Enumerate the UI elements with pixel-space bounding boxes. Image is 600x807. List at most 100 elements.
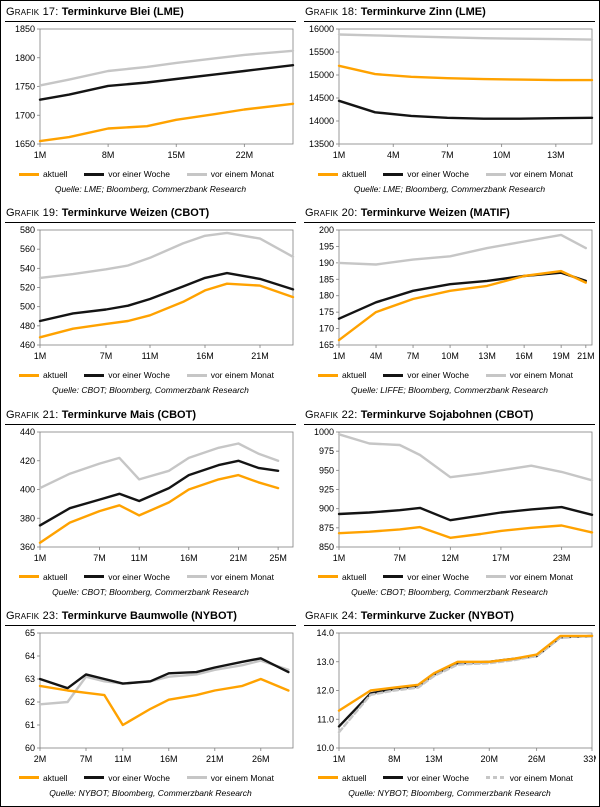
y-tick-label: 190 — [319, 258, 334, 268]
y-tick-label: 875 — [319, 522, 334, 532]
chart-legend: aktuell vor einer Woche vor einem Monat — [304, 772, 595, 784]
series-aktuell-line — [337, 523, 594, 539]
legend-swatch-month — [186, 172, 207, 176]
y-tick-label: 950 — [319, 465, 334, 475]
legend-label-week: vor einer Woche — [407, 169, 469, 179]
chart-title-prefix: Grafik 18: — [305, 6, 361, 18]
chart-title: Terminkurve Zinn (LME) — [360, 6, 486, 18]
legend-item-aktuell: aktuell — [318, 370, 367, 380]
y-tick-label: 63 — [25, 674, 35, 684]
legend-item-aktuell: aktuell — [318, 169, 367, 179]
chart-title: Terminkurve Weizen (MATIF) — [360, 207, 510, 220]
chart-source: Quelle: LME; Bloomberg, Commerzbank Rese… — [353, 184, 546, 194]
y-tick-label: 15000 — [309, 70, 334, 80]
y-tick-label: 440 — [20, 428, 35, 437]
chart-title-row: Grafik 22: Terminkurve Sojabohnen (CBOT) — [304, 409, 595, 425]
chart-source: Quelle: LME; Bloomberg, Commerzbank Rese… — [54, 184, 247, 194]
plot-border — [39, 632, 294, 749]
y-tick-label: 195 — [319, 242, 334, 252]
x-tick-label: 21M — [230, 553, 248, 563]
legend-swatch-week — [84, 373, 105, 377]
y-tick-label: 380 — [20, 513, 35, 523]
series-week-line — [38, 459, 280, 527]
x-tick-label: 1M — [333, 150, 346, 160]
chart-title-prefix: Grafik 19: — [6, 207, 62, 220]
legend-label-week: vor einer Woche — [108, 772, 170, 783]
x-tick-label: 1M — [34, 351, 47, 361]
x-tick-label: 13M — [547, 150, 565, 160]
legend-item-week: vor einer Woche — [84, 169, 170, 179]
legend-swatch-aktuell — [318, 776, 338, 780]
chart-plot-area: 460 480 500 520 540 560 580 1M 7M 11M 16M 21M — [5, 226, 296, 368]
y-tick-label: 850 — [319, 542, 334, 552]
y-tick-label: 175 — [319, 307, 334, 317]
chart-svg: 360 380 400 420 440 1M 7M 11M 16M 21M 25M — [20, 428, 294, 563]
legend-label-aktuell: aktuell — [342, 370, 367, 381]
legend-swatch-week — [383, 776, 404, 780]
chart-legend: aktuell vor einer Woche vor einem Monat — [5, 571, 296, 583]
y-tick-label: 65 — [25, 629, 35, 638]
chart-panel: Grafik 18: Terminkurve Zinn (LME) 13500 1… — [300, 1, 599, 202]
legend-item-month: vor einem Monat — [485, 169, 573, 179]
y-tick-label: 14500 — [309, 93, 334, 103]
x-tick-label: 13M — [425, 754, 443, 764]
legend-item-aktuell: aktuell — [318, 773, 367, 783]
chart-source: Quelle: NYBOT; Bloomberg, Commerzbank Re… — [49, 787, 252, 798]
chart-source: Quelle: CBOT; Bloomberg, Commerzbank Res… — [52, 586, 249, 597]
y-tick-label: 560 — [20, 244, 35, 254]
legend-label-month: vor einem Monat — [509, 772, 573, 783]
y-tick-label: 1700 — [15, 110, 35, 120]
x-tick-label: 10M — [441, 351, 459, 361]
x-tick-label: 11M — [114, 754, 131, 764]
y-tick-label: 60 — [25, 743, 35, 753]
x-tick-label: 1M — [34, 553, 47, 563]
legend-swatch-week — [84, 575, 105, 578]
series-month-line — [337, 33, 594, 41]
legend-item-month: vor einem Monat — [186, 370, 274, 380]
x-tick-label: 16M — [160, 754, 178, 764]
legend-swatch-aktuell — [318, 373, 338, 377]
series-month-line — [38, 231, 295, 280]
y-tick-label: 13.0 — [316, 657, 334, 667]
legend-label-week: vor einer Woche — [407, 772, 469, 783]
y-tick-label: 1800 — [15, 53, 35, 63]
chart-svg: 850 875 900 925 950 975 1000 1M 7M 12M 17M 23M — [314, 428, 594, 563]
x-tick-label: 15M — [167, 150, 185, 160]
legend-item-aktuell: aktuell — [19, 169, 68, 179]
x-tick-label: 7M — [441, 150, 454, 160]
x-tick-label: 20M — [480, 754, 498, 764]
y-tick-label: 400 — [20, 484, 35, 494]
chart-source: Quelle: LIFFE; Bloomberg, Commerzbank Re… — [351, 385, 548, 396]
legend-swatch-month — [186, 575, 207, 578]
chart-panel: Grafik 17: Terminkurve Blei (LME) 1650 17… — [1, 1, 300, 202]
legend-label-week: vor einer Woche — [108, 571, 170, 582]
x-tick-label: 19M — [552, 351, 570, 361]
series-week-line — [337, 99, 594, 120]
legend-swatch-month — [485, 776, 506, 780]
series-aktuell-line — [337, 634, 594, 712]
x-tick-label: 23M — [553, 553, 571, 563]
x-tick-label: 8M — [388, 754, 401, 764]
x-tick-label: 1M — [333, 553, 346, 563]
chart-plot-area: 60 61 62 63 64 65 2M 7M 11M 16M 21M 26M — [5, 629, 296, 771]
legend-swatch-aktuell — [318, 575, 338, 578]
series-month-line — [337, 634, 594, 734]
x-tick-label: 1M — [333, 754, 346, 764]
series-week-line — [337, 505, 594, 521]
series-week-line — [38, 656, 290, 690]
series-week-line — [38, 64, 295, 101]
series-aktuell-line — [38, 473, 280, 544]
legend-item-month: vor einem Monat — [186, 169, 274, 179]
chart-plot-area: 360 380 400 420 440 1M 7M 11M 16M 21M 25M — [5, 428, 296, 570]
chart-legend: aktuell vor einer Woche vor einem Monat — [304, 168, 595, 180]
chart-title: Terminkurve Zucker (NYBOT) — [360, 609, 514, 622]
chart-panel: Grafik 23: Terminkurve Baumwolle (NYBOT)… — [1, 605, 300, 806]
y-tick-label: 16000 — [309, 25, 334, 34]
legend-item-aktuell: aktuell — [19, 773, 68, 783]
y-tick-label: 925 — [319, 484, 334, 494]
legend-swatch-month — [186, 373, 207, 377]
chart-panel: Grafik 20: Terminkurve Weizen (MATIF) 16… — [300, 202, 599, 403]
legend-swatch-week — [383, 575, 404, 578]
chart-panel: Grafik 24: Terminkurve Zucker (NYBOT) 10… — [300, 605, 599, 806]
y-tick-label: 170 — [319, 324, 334, 334]
